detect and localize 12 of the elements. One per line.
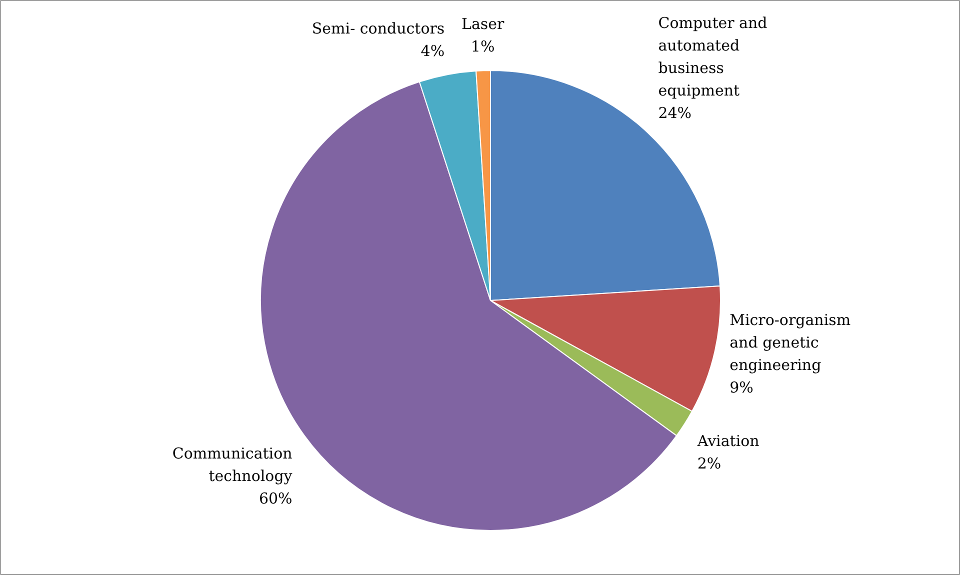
data-label: 60%: [258, 490, 292, 508]
data-label: 4%: [420, 42, 445, 60]
data-label: 1%: [470, 38, 495, 56]
slice-label: Aviation: [696, 432, 760, 450]
data-label: 9%: [730, 378, 754, 397]
slice-label: Semi- conductors: [312, 19, 445, 38]
slice-label: Micro-organism and genetic engineering: [730, 311, 851, 374]
data-label: 24%: [658, 104, 692, 122]
data-label: 2%: [697, 454, 722, 472]
slice-label: Laser: [461, 15, 505, 34]
slice-label: Computer and automated business equipment: [658, 14, 768, 100]
slice-label: Communication technology: [172, 444, 293, 486]
